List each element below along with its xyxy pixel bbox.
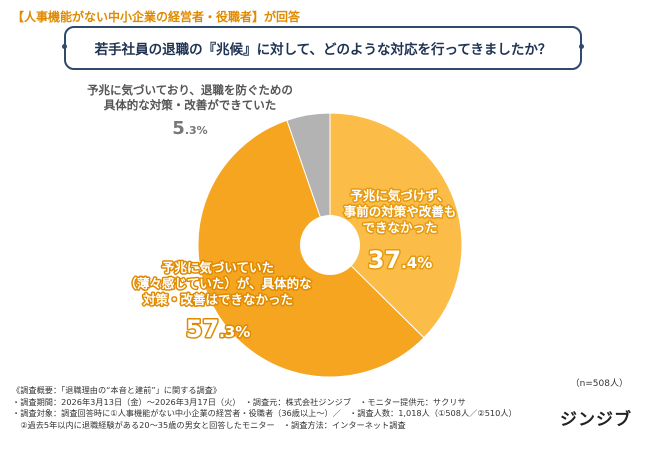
slice-1-label-line-2: 事前の対策や改善も <box>344 204 457 219</box>
slice-2-label-line-2: （薄々感じていた）が、具体的な <box>124 276 311 291</box>
pie-slice-1 <box>329 112 463 339</box>
slice-3-label-line-2: 具体的な対策・改善ができていた <box>104 98 277 112</box>
survey-overview: 《調査概要：「退職理由の“本音と建前”」に関する調査》 ・調査期間：2026年3… <box>12 385 517 431</box>
slice-1-value: 37.4% <box>368 246 433 274</box>
sample-size: （n=508人） <box>570 379 628 389</box>
slice-2-label-line-1: 予兆に気づいていた <box>162 260 274 275</box>
question-text: 若手社員の退職の『兆候』に対して、どのような対応を行ってきましたか？ <box>94 42 552 58</box>
slice-1-label-line-3: できなかった <box>362 220 437 235</box>
survey-line-3: ②過去5年以内に退職経験がある20〜35歳の男女と回答したモニター ・調査方法：… <box>12 419 406 430</box>
slice-2-value: 57.3% <box>186 315 251 343</box>
survey-line-1: ・調査期間：2026年3月13日（金）〜2026年3月17日（火） ・調査元：株… <box>12 396 466 407</box>
donut-hole <box>300 215 360 275</box>
pie-slice-3 <box>286 112 331 246</box>
respondent-group-heading: 【人事機能がない中小企業の経営者・役職者】が回答 <box>12 10 301 24</box>
question-box-right-dot <box>579 44 584 49</box>
brand-logo: ジンジブ <box>560 410 632 430</box>
slice-3-label-line-1: 予兆に気づいており、退職を防ぐための <box>87 83 293 97</box>
question-box-left-dot <box>62 44 67 49</box>
survey-title: 《調査概要：「退職理由の“本音と建前”」に関する調査》 <box>12 385 222 395</box>
slice-2-label-line-3: 対策・改善はできなかった <box>142 292 293 307</box>
slice-3-value: 5.3% <box>172 118 207 139</box>
survey-line-2: ・調査対象：調査回答時に①人事機能がない中小企業の経営者・役職者（36歳以上〜）… <box>12 408 517 418</box>
slice-1-label-line-1: 予兆に気づけず、 <box>350 188 449 203</box>
question-box: 若手社員の退職の『兆候』に対して、どのような対応を行ってきましたか？ <box>62 26 584 70</box>
